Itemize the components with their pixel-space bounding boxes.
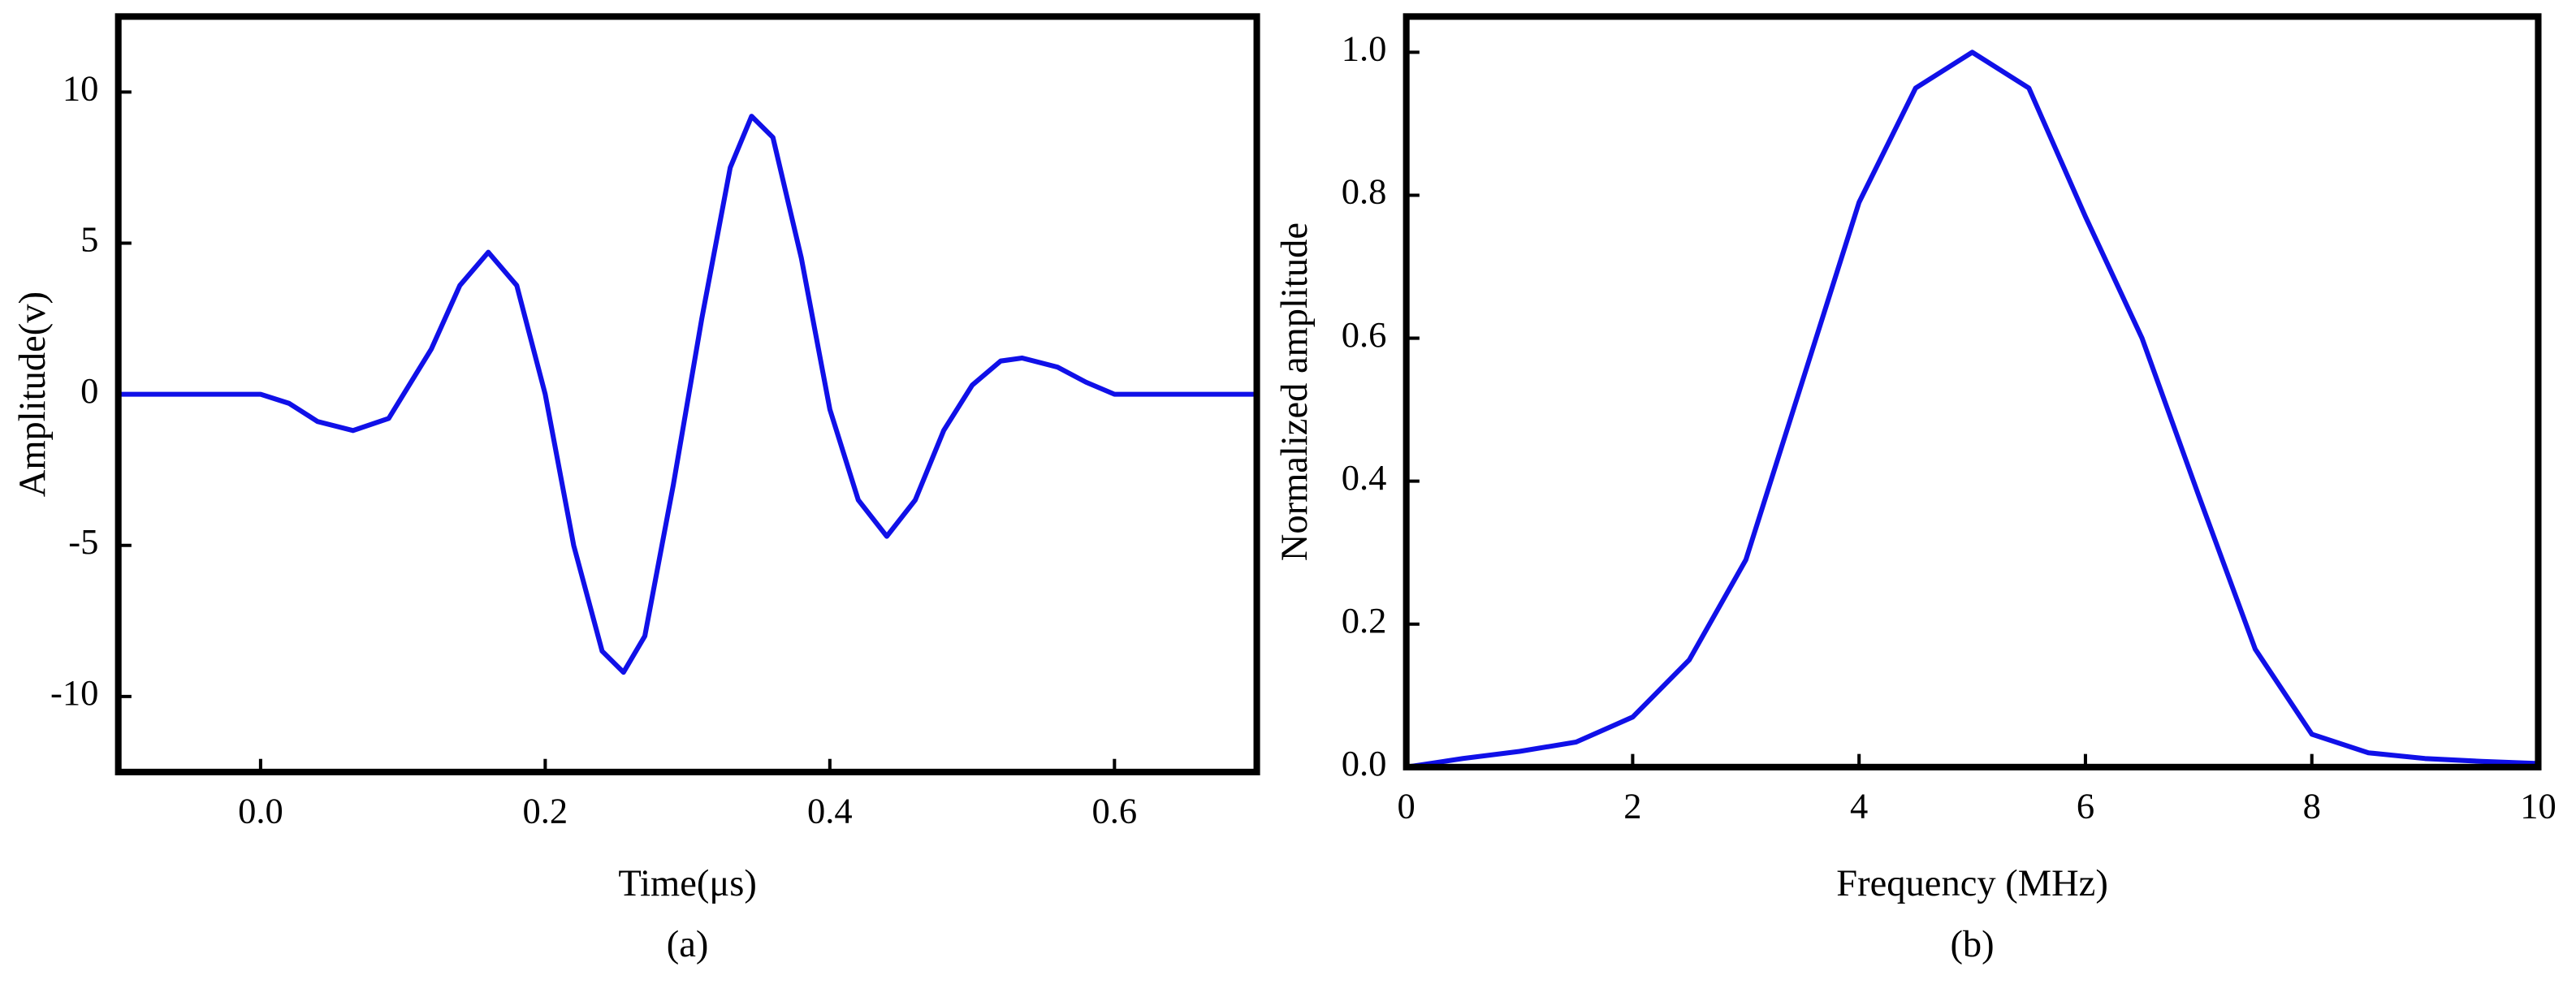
x-tick-label: 2 — [1623, 786, 1641, 826]
y-tick-label: 1.0 — [1342, 28, 1387, 69]
y-tick-label: 0.4 — [1342, 457, 1387, 498]
x-axis-label: Time(μs) — [618, 863, 757, 904]
data-line — [1406, 50, 2539, 770]
y-tick-label: 0.6 — [1342, 314, 1387, 355]
x-tick-label: 0.0 — [238, 791, 283, 831]
y-tick-label: 10 — [63, 68, 99, 109]
y-tick-label: 0.8 — [1342, 171, 1387, 212]
caption: (b) — [1950, 924, 1994, 965]
x-tick-label: 0.2 — [523, 791, 568, 831]
x-tick-label: 0.4 — [807, 791, 853, 831]
y-tick-label: -10 — [50, 672, 98, 713]
x-tick-label: 10 — [2520, 786, 2556, 826]
y-tick-label: 5 — [80, 219, 98, 260]
y-tick-label: 0.2 — [1342, 600, 1387, 641]
x-axis-label: Frequency (MHz) — [1836, 863, 2108, 904]
caption: (a) — [667, 924, 709, 965]
x-tick-label: 0 — [1398, 786, 1416, 826]
y-axis-label: Amplitude(v) — [12, 291, 54, 497]
plot-frame — [115, 13, 1260, 775]
y-axis-label: Normalized amplitude — [1274, 222, 1316, 561]
y-tick-label: -5 — [68, 521, 98, 562]
x-tick-label: 0.6 — [1092, 791, 1138, 831]
y-tick-label: 0 — [80, 370, 98, 411]
x-tick-label: 6 — [2077, 786, 2094, 826]
data-line — [118, 114, 1257, 675]
y-tick-label: 0.0 — [1342, 743, 1387, 783]
plot-frame — [1403, 13, 2542, 770]
x-tick-label: 8 — [2303, 786, 2321, 826]
x-tick-label: 4 — [1850, 786, 1868, 826]
